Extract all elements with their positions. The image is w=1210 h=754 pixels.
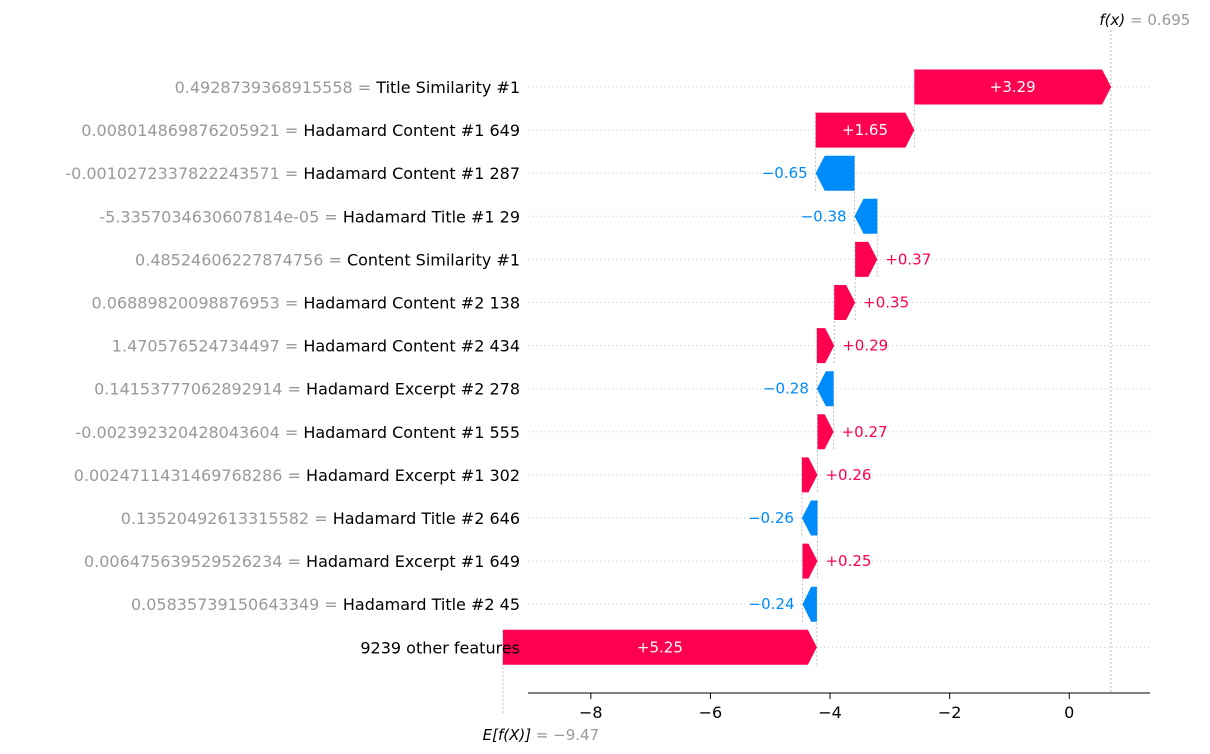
- bar-positive: [502, 629, 817, 665]
- feature-label: 0.0024711431469768286 = Hadamard Excerpt…: [74, 466, 520, 485]
- feature-label: -0.0010272337822243571 = Hadamard Conten…: [65, 164, 520, 183]
- bar-value-label: +1.65: [842, 121, 888, 139]
- ex-value: = −9.47: [531, 726, 599, 744]
- feature-name: Hadamard Excerpt #1 649: [306, 552, 520, 571]
- feature-name: Hadamard Excerpt #2 278: [306, 380, 520, 399]
- feature-label: 1.470576524734497 = Hadamard Content #2 …: [112, 337, 520, 356]
- bar-value-label: −0.28: [763, 380, 809, 398]
- feature-value: 0.006475639529526234 =: [84, 552, 306, 571]
- feature-name: Title Similarity #1: [375, 78, 520, 97]
- bar-value-label: −0.24: [749, 595, 795, 613]
- feature-name: 9239 other features: [360, 638, 520, 657]
- feature-value: -0.0010272337822243571 =: [65, 164, 303, 183]
- bar-positive: [817, 414, 834, 450]
- fx-label: f(x): [1099, 11, 1125, 29]
- bar-positive: [801, 457, 818, 493]
- feature-label: 9239 other features: [360, 638, 520, 657]
- feature-name: Hadamard Excerpt #1 302: [306, 466, 520, 485]
- bar-positive: [816, 328, 835, 364]
- feature-name: Hadamard Content #2 434: [303, 337, 520, 356]
- bar-value-label: −0.65: [762, 164, 808, 182]
- feature-name: Hadamard Title #2 45: [343, 595, 520, 614]
- feature-value: 0.008014869876205921 =: [81, 121, 303, 140]
- ex-label: E[f(X)]: [483, 726, 532, 744]
- bar-positive: [815, 112, 915, 148]
- feature-value: 0.14153777062892914 =: [94, 380, 306, 399]
- bar-negative: [854, 198, 878, 234]
- bar-negative: [801, 500, 818, 536]
- feature-value: 0.4928739368915558 =: [175, 78, 377, 97]
- fx-annotation: f(x) = 0.695: [1099, 11, 1190, 29]
- feature-label: 0.14153777062892914 = Hadamard Excerpt #…: [94, 380, 520, 399]
- feature-name: Hadamard Title #2 646: [333, 509, 520, 528]
- feature-name: Hadamard Content #2 138: [303, 294, 520, 313]
- bar-negative: [815, 155, 855, 191]
- bar-value-label: +5.25: [637, 638, 683, 656]
- x-axis: −8 −6 −4 −2 0: [528, 692, 1150, 722]
- bar-positive: [834, 285, 856, 320]
- ex-annotation: E[f(X)] = −9.47: [483, 726, 600, 744]
- bar-value-label: −0.38: [801, 207, 847, 225]
- fx-value: = 0.695: [1125, 11, 1190, 29]
- feature-name: Hadamard Title #1 29: [343, 207, 520, 226]
- feature-label: 0.006475639529526234 = Hadamard Excerpt …: [84, 552, 520, 571]
- feature-label: 0.008014869876205921 = Hadamard Content …: [81, 121, 520, 140]
- feature-value: 0.48524606227874756 =: [135, 250, 347, 269]
- feature-name: Hadamard Content #1 649: [303, 121, 520, 140]
- feature-value: 0.13520492613315582 =: [121, 509, 333, 528]
- bar-positive: [802, 543, 818, 579]
- feature-label: 0.05835739150643349 = Hadamard Title #2 …: [131, 595, 520, 614]
- bars-layer: [502, 69, 1112, 665]
- feature-value: 0.05835739150643349 =: [131, 595, 343, 614]
- x-tick-label: −2: [938, 703, 962, 722]
- feature-label: -0.002392320428043604 = Hadamard Content…: [75, 423, 520, 442]
- bar-value-label: +0.27: [842, 423, 888, 441]
- bar-value-label: +0.25: [825, 552, 871, 570]
- bar-positive: [855, 241, 878, 277]
- feature-label: 0.4928739368915558 = Title Similarity #1: [175, 78, 520, 97]
- bar-negative: [816, 371, 834, 407]
- feature-label: 0.06889820098876953 = Hadamard Content #…: [91, 294, 520, 313]
- x-tick-label: 0: [1064, 703, 1074, 722]
- feature-value: 0.0024711431469768286 =: [74, 466, 306, 485]
- bar-value-label: +0.37: [885, 250, 931, 268]
- bar-value-label: +3.29: [990, 78, 1036, 96]
- bar-positive: [914, 69, 1112, 105]
- feature-label: -5.3357034630607814e-05 = Hadamard Title…: [99, 207, 520, 226]
- feature-label: 0.13520492613315582 = Hadamard Title #2 …: [121, 509, 520, 528]
- feature-value: 0.06889820098876953 =: [91, 294, 303, 313]
- feature-value: -5.3357034630607814e-05 =: [99, 207, 342, 226]
- feature-name: Hadamard Content #1 555: [303, 423, 520, 442]
- feature-name: Hadamard Content #1 287: [303, 164, 520, 183]
- labels-layer: +3.29 0.4928739368915558 = Title Similari…: [65, 78, 1035, 657]
- feature-name: Content Similarity #1: [347, 250, 520, 269]
- x-tick-label: −8: [579, 703, 603, 722]
- feature-value: -0.002392320428043604 =: [75, 423, 303, 442]
- feature-label: 0.48524606227874756 = Content Similarity…: [135, 250, 520, 269]
- feature-value: 1.470576524734497 =: [112, 337, 304, 356]
- bar-value-label: +0.26: [825, 466, 871, 484]
- bar-value-label: +0.29: [842, 337, 888, 355]
- bar-value-label: −0.26: [748, 509, 794, 527]
- x-tick-label: −6: [699, 703, 723, 722]
- x-tick-label: −4: [818, 703, 842, 722]
- bar-negative: [802, 586, 817, 622]
- bar-value-label: +0.35: [863, 294, 909, 312]
